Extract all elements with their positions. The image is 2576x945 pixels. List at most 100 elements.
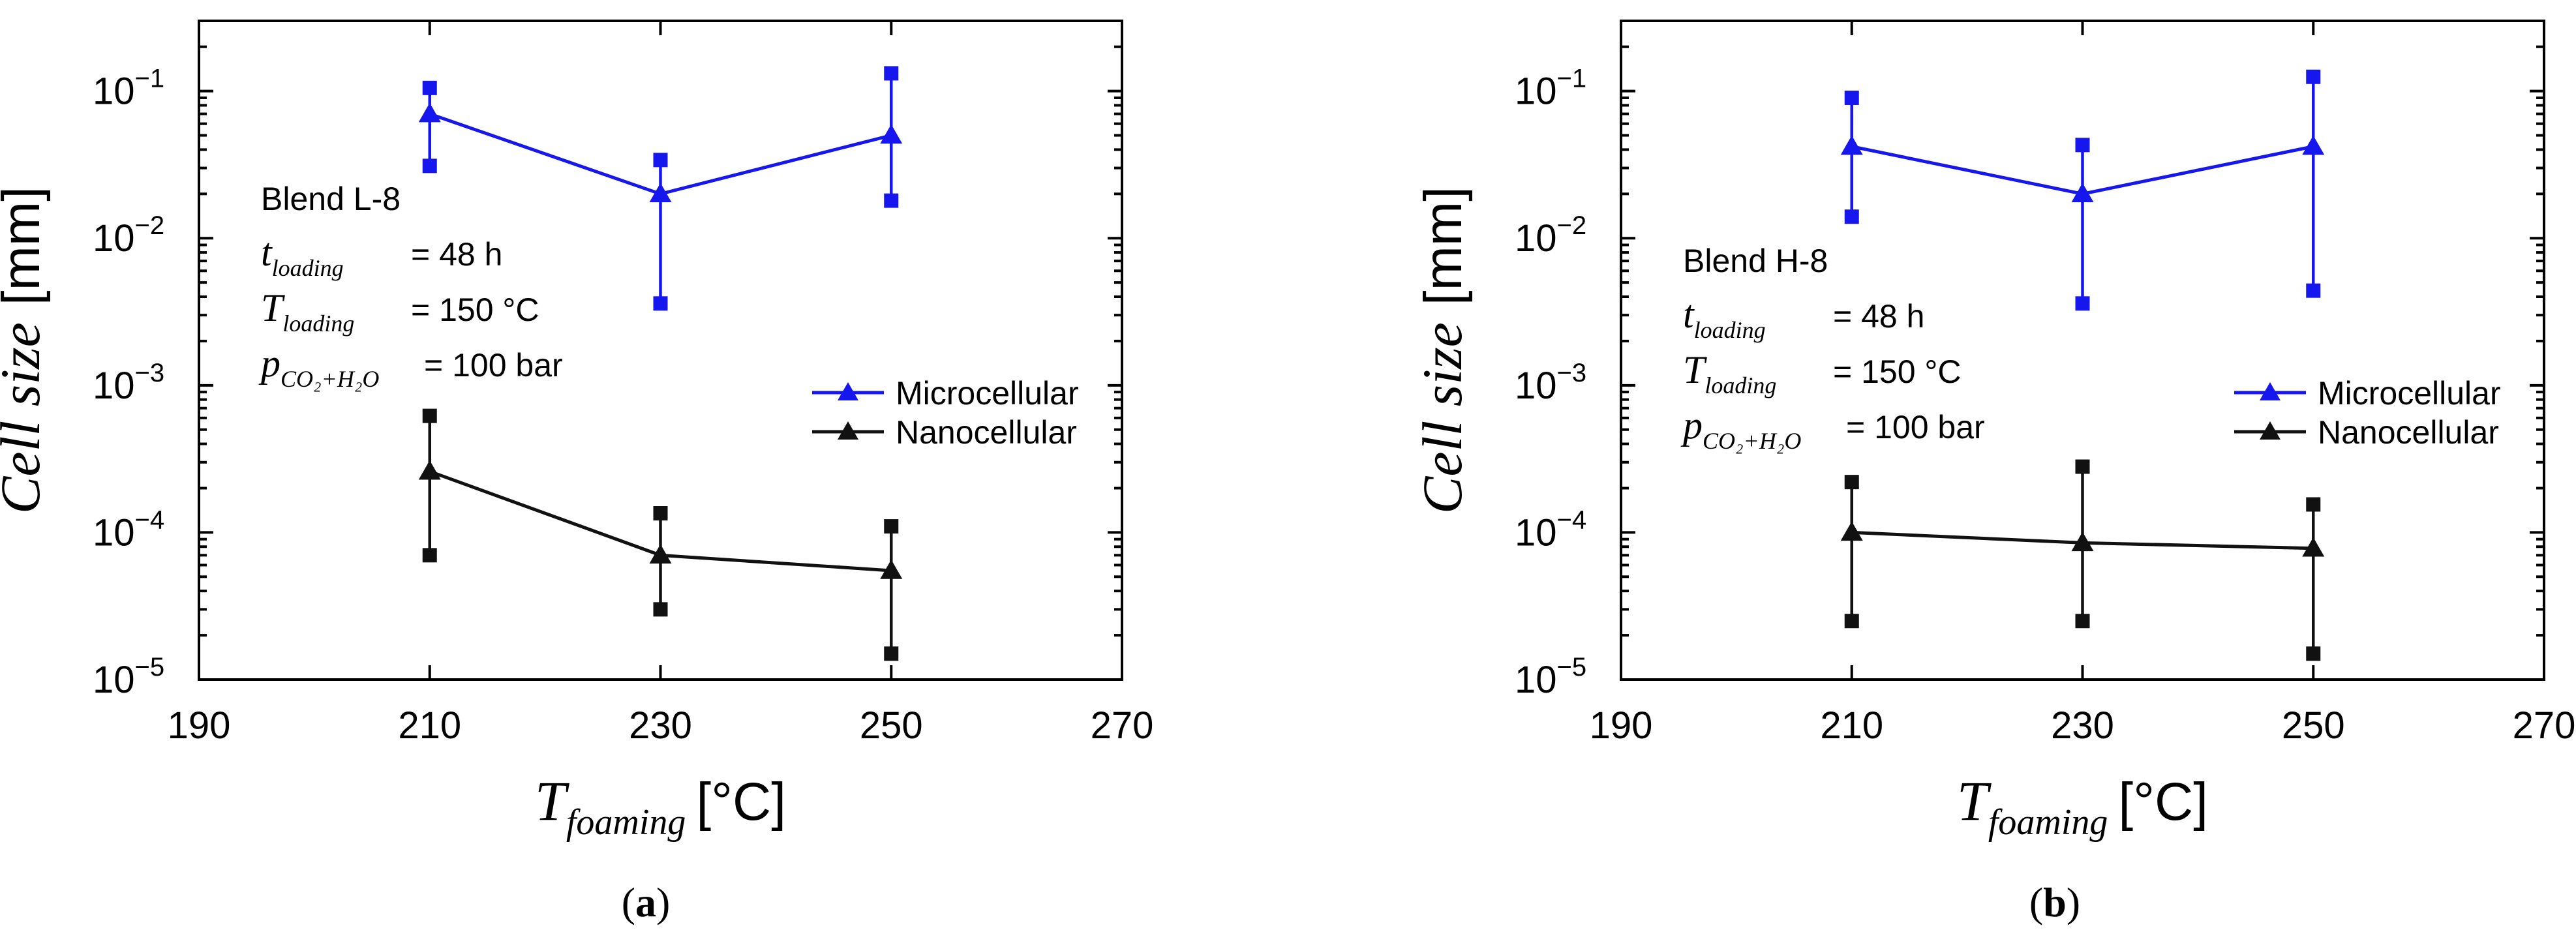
error-cap-high bbox=[653, 153, 668, 168]
y-tick-base: 10 bbox=[1515, 217, 1557, 260]
data-point bbox=[1840, 521, 1863, 541]
error-cap-high bbox=[1844, 475, 1859, 490]
data-point bbox=[2302, 537, 2325, 557]
y-tick-exponent: −4 bbox=[134, 505, 164, 534]
y-tick-exponent: −3 bbox=[134, 359, 164, 387]
caption-open: ( bbox=[622, 879, 635, 925]
error-cap-high bbox=[2306, 69, 2321, 84]
legend-marker bbox=[838, 382, 858, 400]
data-point bbox=[418, 102, 441, 123]
data-point bbox=[2302, 135, 2325, 155]
x-axis-subscript: foaming bbox=[1988, 802, 2108, 843]
error-cap-low bbox=[884, 193, 899, 208]
x-tick-label: 270 bbox=[1091, 704, 1154, 747]
error-cap-low bbox=[653, 296, 668, 311]
error-cap-high bbox=[2075, 138, 2090, 153]
x-axis-symbol: T bbox=[535, 770, 569, 832]
param-subscript: CO₂+H₂O bbox=[280, 366, 379, 392]
legend-label: Nanocellular bbox=[896, 414, 1077, 451]
error-cap-high bbox=[422, 80, 437, 95]
blend-label: Blend H-8 bbox=[1683, 243, 1828, 279]
error-cap-low bbox=[2306, 646, 2321, 661]
series-nanocellular bbox=[1840, 459, 2325, 661]
y-tick-base: 10 bbox=[1515, 365, 1557, 407]
panel-caption: (b) bbox=[2029, 879, 2080, 925]
param-t-loading: Tloading = 150 °C bbox=[261, 286, 539, 337]
series-nanocellular bbox=[418, 408, 903, 661]
y-tick-base: 10 bbox=[1515, 659, 1557, 701]
error-cap-low bbox=[1844, 614, 1859, 629]
blend-label: Blend L-8 bbox=[261, 181, 401, 217]
y-axis-unit: [mm] bbox=[1414, 187, 1473, 305]
y-tick-base: 10 bbox=[1515, 70, 1557, 113]
x-tick-label: 190 bbox=[1590, 704, 1653, 747]
x-tick-label: 250 bbox=[860, 704, 923, 747]
y-tick-base: 10 bbox=[93, 365, 135, 407]
error-cap-low bbox=[2306, 283, 2321, 298]
legend-marker bbox=[2260, 421, 2281, 440]
error-cap-low bbox=[2075, 296, 2090, 311]
param-value: = 48 h bbox=[411, 236, 502, 273]
y-tick-label: 10−4 bbox=[1515, 505, 1586, 554]
y-tick-exponent: −5 bbox=[1556, 653, 1586, 682]
legend-label: Microcellular bbox=[896, 375, 1079, 412]
chart-panel-b: 190 210 230 250 27010−510−410−310−210−1Tfoam… bbox=[1411, 20, 2575, 925]
error-cap-high bbox=[1844, 90, 1859, 105]
param-value: = 150 °C bbox=[411, 292, 539, 328]
y-axis-title: Cell size [mm] bbox=[0, 187, 52, 514]
x-tick-label: 230 bbox=[629, 704, 692, 747]
caption-close: ) bbox=[656, 879, 670, 925]
error-cap-high bbox=[884, 66, 899, 81]
x-tick-label: 210 bbox=[398, 704, 461, 747]
error-cap-high bbox=[884, 519, 899, 534]
param-subscript: loading bbox=[1705, 372, 1776, 398]
y-tick-label: 10−5 bbox=[1515, 653, 1586, 701]
error-cap-high bbox=[2306, 497, 2321, 512]
y-tick-exponent: −1 bbox=[134, 65, 164, 93]
panel-caption: (a) bbox=[622, 879, 671, 925]
error-cap-low bbox=[2075, 614, 2090, 629]
error-cap-high bbox=[2075, 459, 2090, 474]
param-subscript: loading bbox=[272, 255, 344, 281]
chart-panel-a: 190 210 230 250 27010−510−410−310−210−1Tfoam… bbox=[0, 20, 1154, 925]
y-tick-base: 10 bbox=[93, 217, 135, 260]
param-value: = 100 bar bbox=[424, 347, 563, 383]
param-t-loading: Tloading = 150 °C bbox=[1683, 348, 1962, 398]
y-axis-title: Cell size [mm] bbox=[1411, 187, 1474, 514]
legend-item-microcellular: Microcellular bbox=[812, 375, 1079, 412]
data-point bbox=[2071, 532, 2094, 552]
param-subscript: CO₂+H₂O bbox=[1703, 428, 1801, 454]
param-p: pCO₂+H₂O = 100 bar bbox=[258, 342, 563, 392]
param-symbol: p bbox=[1680, 404, 1703, 447]
y-tick-exponent: −3 bbox=[1556, 359, 1586, 387]
legend-label: Nanocellular bbox=[2318, 414, 2499, 451]
x-tick-label: 190 bbox=[168, 704, 231, 747]
legend-marker bbox=[2260, 382, 2281, 400]
error-cap-low bbox=[653, 602, 668, 617]
x-axis-unit: [°C] bbox=[2118, 772, 2208, 832]
legend-item-nanocellular: Nanocellular bbox=[2234, 414, 2499, 451]
y-tick-base: 10 bbox=[93, 511, 135, 554]
data-point bbox=[649, 183, 672, 203]
y-tick-exponent: −1 bbox=[1556, 65, 1586, 93]
error-cap-high bbox=[422, 408, 437, 423]
param-symbol: T bbox=[261, 286, 285, 329]
y-tick-base: 10 bbox=[93, 70, 135, 113]
x-axis-symbol: T bbox=[1957, 770, 1992, 832]
data-point bbox=[1840, 135, 1863, 155]
x-tick-label: 250 bbox=[2282, 704, 2345, 747]
legend-item-nanocellular: Nanocellular bbox=[812, 414, 1077, 451]
data-point bbox=[418, 460, 441, 480]
x-tick-label: 230 bbox=[2051, 704, 2114, 747]
data-point bbox=[649, 544, 672, 564]
y-tick-label: 10−3 bbox=[93, 359, 164, 407]
param-value: = 48 h bbox=[1833, 298, 1924, 335]
param-subscript: loading bbox=[1694, 317, 1766, 343]
x-axis-title: Tfoaming [°C] bbox=[1957, 770, 2208, 843]
x-axis-unit: [°C] bbox=[696, 772, 786, 832]
error-cap-low bbox=[1844, 209, 1859, 224]
series-microcellular bbox=[1840, 69, 2325, 311]
param-value: = 150 °C bbox=[1833, 353, 1962, 390]
